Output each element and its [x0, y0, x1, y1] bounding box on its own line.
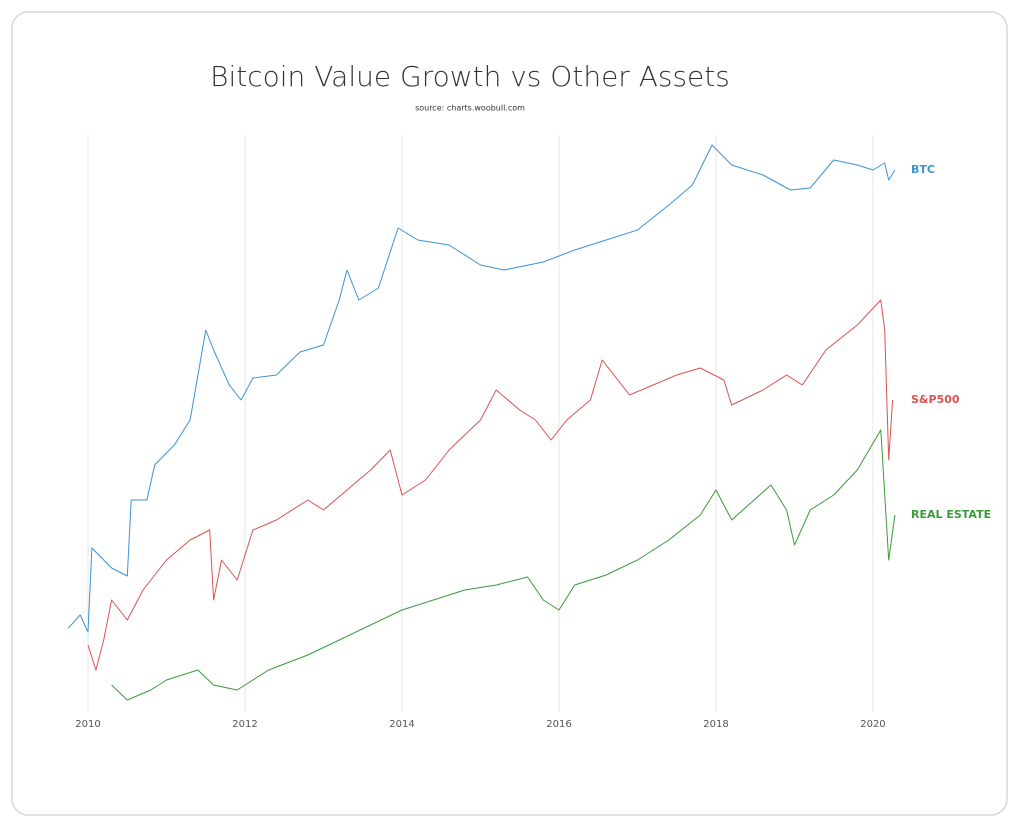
x-tick-label: 2012	[232, 719, 257, 730]
x-tick-label: 2016	[546, 719, 571, 730]
x-tick-label: 2020	[860, 719, 885, 730]
series-line	[87, 299, 894, 671]
x-tick-label: 2014	[389, 719, 414, 730]
chart-title: Bitcoin Value Growth vs Other Assets	[210, 60, 730, 93]
x-tick-label: 2018	[703, 719, 728, 730]
series-line	[111, 429, 896, 701]
series-label: REAL ESTATE	[911, 508, 991, 521]
series-label: S&P500	[911, 393, 960, 406]
series-line	[68, 144, 896, 633]
chart-subtitle: source: charts.woobull.com	[415, 104, 525, 113]
series-label: BTC	[911, 163, 935, 176]
card	[11, 11, 1008, 816]
x-tick-label: 2010	[75, 719, 100, 730]
